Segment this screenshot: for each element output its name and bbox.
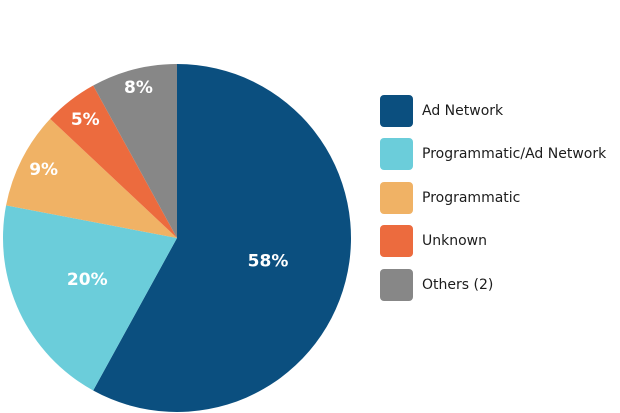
legend-item-programmatic: Programmatic bbox=[380, 180, 520, 216]
legend-item-programmatic-ad-network: Programmatic/Ad Network bbox=[380, 136, 606, 172]
legend-label-programmatic: Programmatic bbox=[422, 190, 521, 206]
pie-slice-programmatic bbox=[6, 118, 178, 238]
data-label-others-2: 8% bbox=[124, 78, 153, 98]
pie-slice-others-2 bbox=[93, 64, 177, 238]
pie-slice-labels: 58% 20% 9% 5% 8% bbox=[29, 78, 288, 290]
pie-slices bbox=[3, 64, 351, 413]
data-label-programmatic: 9% bbox=[29, 160, 58, 180]
legend-item-unknown: Unknown bbox=[380, 223, 487, 259]
pie-slice-ad-network bbox=[93, 64, 351, 413]
legend-swatch-programmatic bbox=[380, 182, 413, 214]
legend-swatch-ad-network bbox=[380, 95, 413, 127]
legend-item-others: Others (2) bbox=[380, 267, 493, 303]
data-label-unknown: 5% bbox=[71, 110, 100, 130]
pie-slice-programmatic-ad-network bbox=[3, 205, 177, 391]
legend-label-unknown: Unknown bbox=[422, 233, 487, 249]
legend-label-programmatic-ad-network: Programmatic/Ad Network bbox=[422, 146, 607, 162]
data-label-programmatic-ad-network: 20% bbox=[67, 270, 108, 290]
legend-label-others: Others (2) bbox=[422, 277, 494, 293]
legend-label-ad-network: Ad Network bbox=[422, 103, 504, 119]
data-label-ad-network: 58% bbox=[248, 251, 289, 271]
legend-swatch-programmatic-ad-network bbox=[380, 138, 413, 170]
pie-slice-unknown bbox=[50, 85, 178, 238]
legend-swatch-others bbox=[380, 269, 413, 301]
legend-item-ad-network: Ad Network bbox=[380, 93, 503, 129]
legend-swatch-unknown bbox=[380, 225, 413, 257]
